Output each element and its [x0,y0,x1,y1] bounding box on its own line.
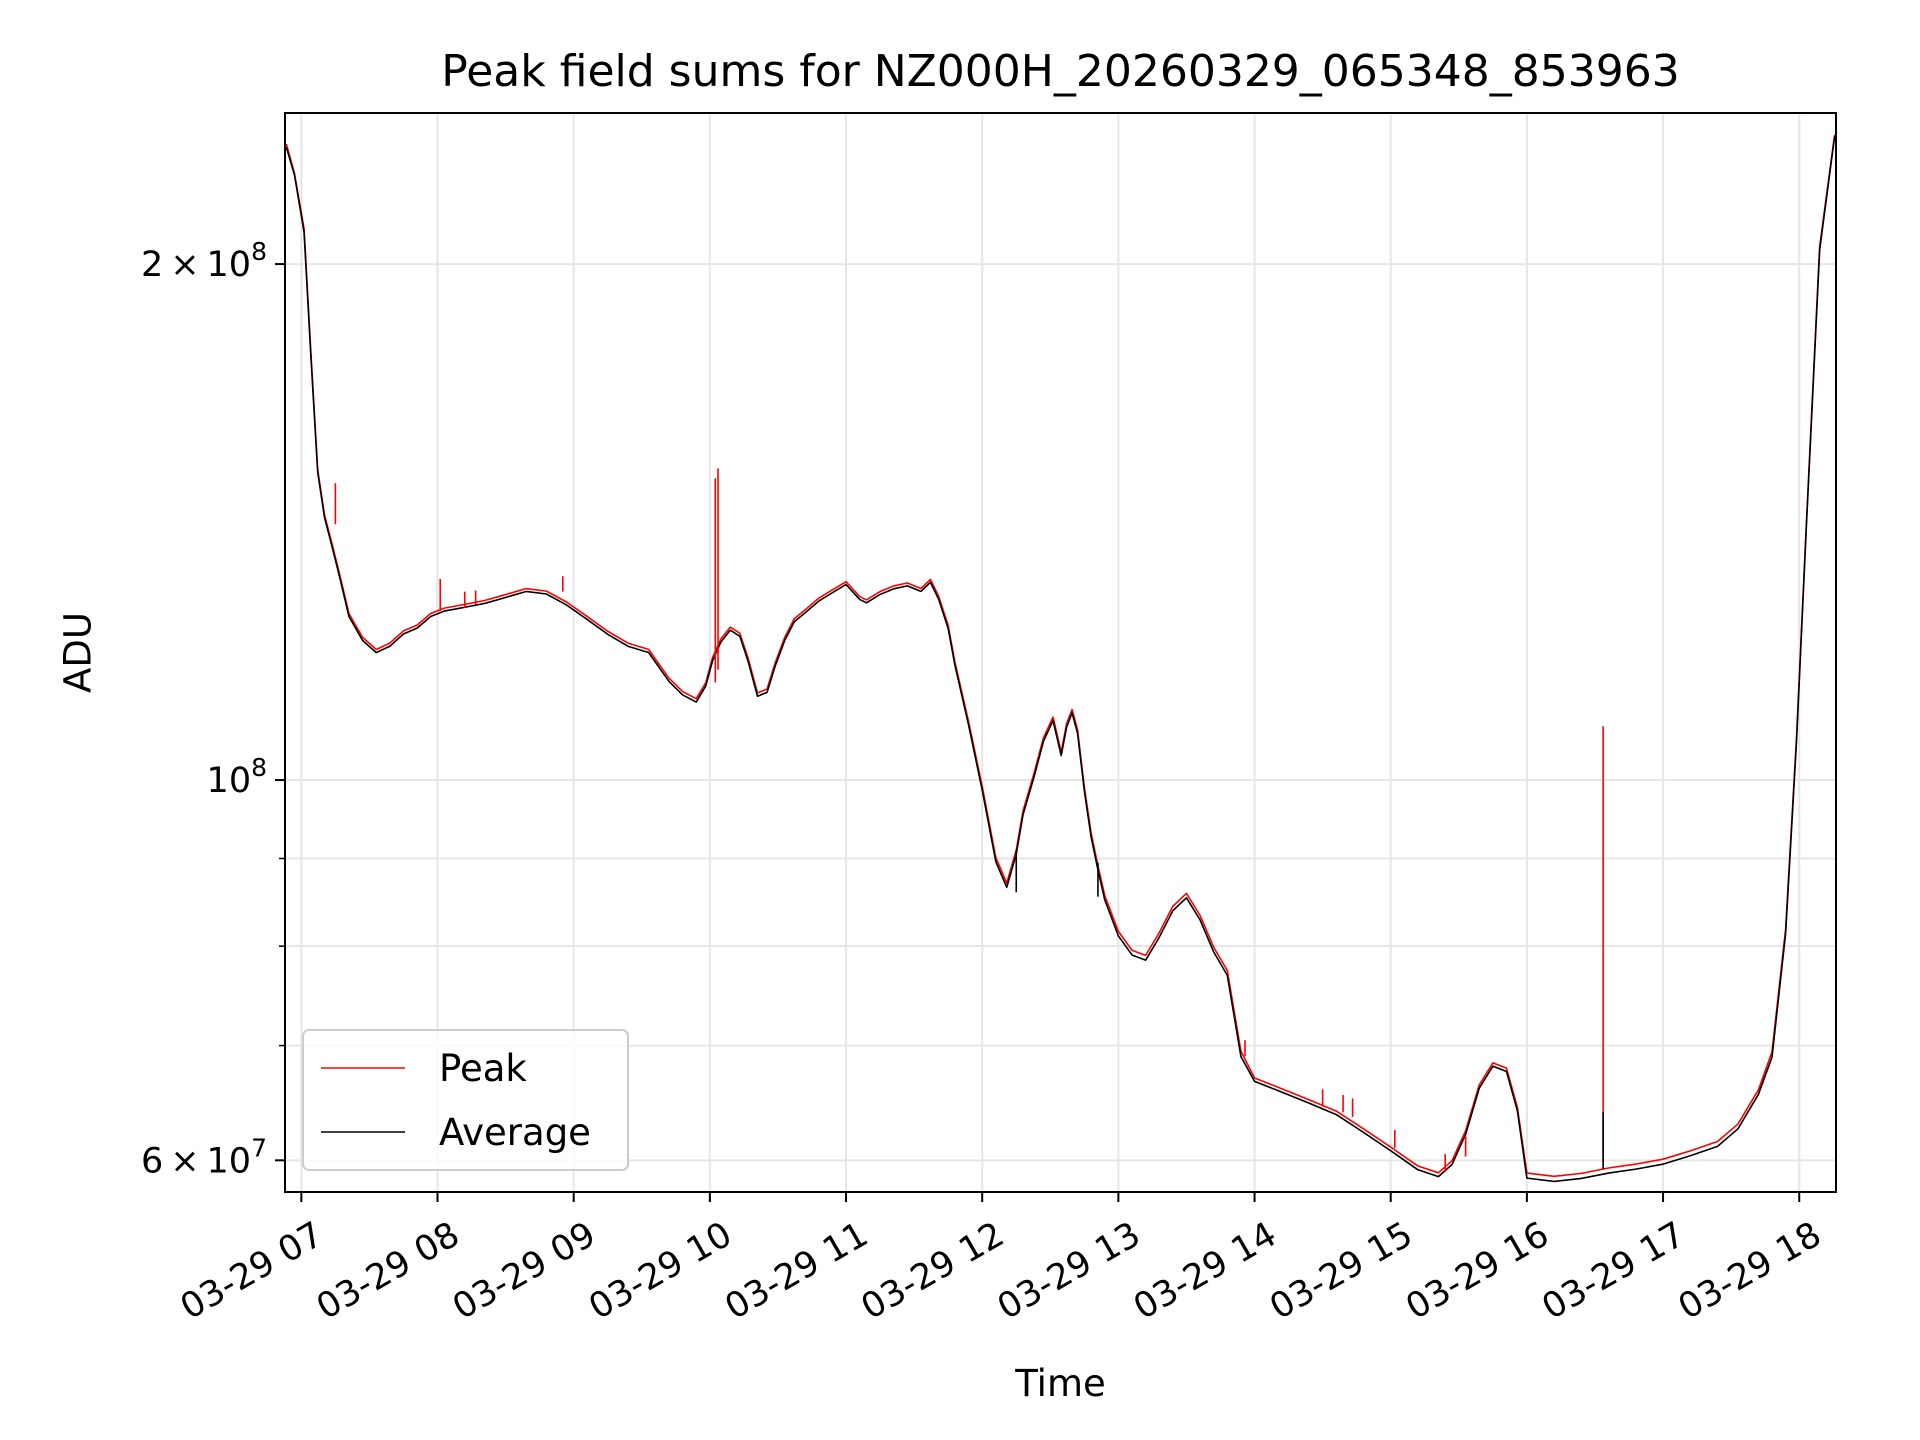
y-axis-title: ADU [57,612,100,693]
y-tick-label: 6 × 107 [141,1133,267,1181]
y-axis: 6 × 107 108 2 × 108 [141,237,285,1181]
grid-lines [285,113,1836,1192]
series-line-average [285,136,1836,1183]
legend-label-peak: Peak [439,1047,527,1090]
legend-label-average: Average [439,1111,591,1154]
chart-title: Peak field sums for NZ000H_20260329_0653… [441,46,1679,97]
y-tick-label: 108 [207,753,267,801]
legend-box [302,1029,629,1171]
y-tick-label: 2 × 108 [141,237,267,285]
plot-frame [284,112,1837,1193]
x-axis-title: Time [1014,1362,1106,1405]
plot-area [285,134,1836,1183]
legend: Peak Average [302,1029,629,1171]
